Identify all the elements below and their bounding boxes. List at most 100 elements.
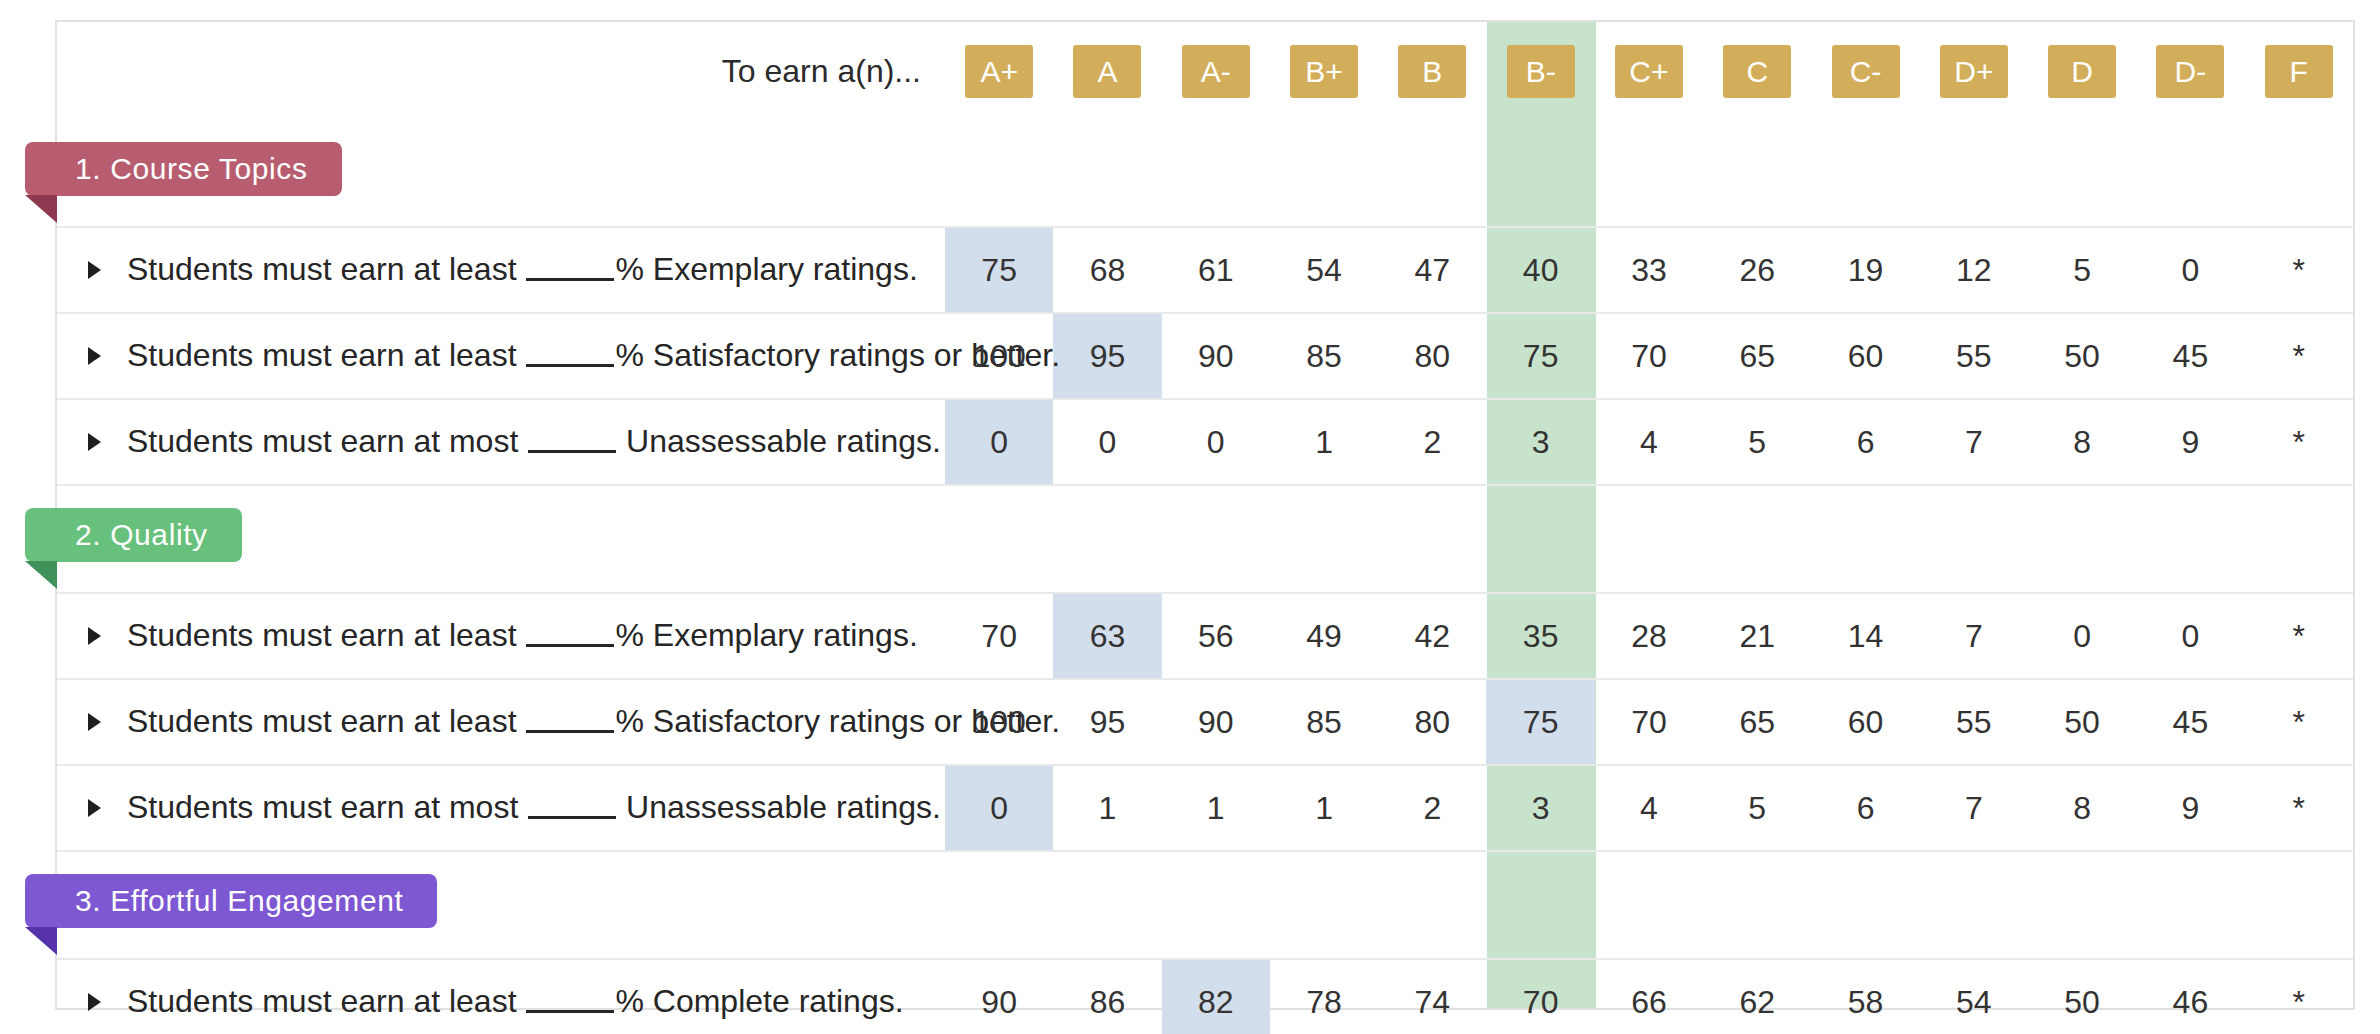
grade-badge-a-minus[interactable]: A- (1182, 45, 1250, 98)
grade-threshold-cell[interactable]: 7 (1920, 399, 2028, 485)
grade-threshold-cell[interactable]: 70 (1486, 959, 1594, 1034)
grade-threshold-cell[interactable]: 80 (1378, 679, 1486, 765)
grade-threshold-cell[interactable]: 6 (1811, 765, 1919, 851)
grade-threshold-cell[interactable]: 7 (1920, 593, 2028, 679)
grade-badge-c-minus[interactable]: C- (1832, 45, 1900, 98)
expand-caret-icon[interactable] (88, 433, 101, 451)
star-cell[interactable]: * (2245, 765, 2353, 851)
grade-threshold-cell[interactable]: 60 (1811, 679, 1919, 765)
star-cell[interactable]: * (2245, 399, 2353, 485)
expand-caret-icon[interactable] (88, 993, 101, 1011)
grade-threshold-cell[interactable]: 46 (2136, 959, 2244, 1034)
grade-threshold-cell[interactable]: 3 (1486, 399, 1594, 485)
grade-threshold-cell[interactable]: 54 (1270, 227, 1378, 313)
grade-threshold-cell[interactable]: 56 (1162, 593, 1270, 679)
grade-threshold-cell[interactable]: 7 (1920, 765, 2028, 851)
grade-threshold-cell[interactable]: 0 (945, 765, 1053, 851)
grade-threshold-cell[interactable]: 95 (1053, 313, 1161, 399)
grade-threshold-cell[interactable]: 70 (1595, 679, 1703, 765)
grade-threshold-cell[interactable]: 58 (1811, 959, 1919, 1034)
star-cell[interactable]: * (2245, 593, 2353, 679)
grade-threshold-cell[interactable]: 47 (1378, 227, 1486, 313)
grade-badge-d-minusplus[interactable]: D+ (1940, 45, 2008, 98)
grade-threshold-cell[interactable]: 78 (1270, 959, 1378, 1034)
grade-threshold-cell[interactable]: 68 (1053, 227, 1161, 313)
star-cell[interactable]: * (2245, 227, 2353, 313)
grade-threshold-cell[interactable]: 19 (1811, 227, 1919, 313)
expand-caret-icon[interactable] (88, 627, 101, 645)
grade-threshold-cell[interactable]: 3 (1486, 765, 1594, 851)
grade-threshold-cell[interactable]: 5 (2028, 227, 2136, 313)
expand-caret-icon[interactable] (88, 347, 101, 365)
grade-badge-f[interactable]: F (2265, 45, 2333, 98)
grade-badge-c-minusplus[interactable]: C+ (1615, 45, 1683, 98)
grade-threshold-cell[interactable]: 61 (1162, 227, 1270, 313)
grade-badge-b-minus[interactable]: B- (1507, 45, 1575, 98)
grade-threshold-cell[interactable]: 21 (1703, 593, 1811, 679)
grade-threshold-cell[interactable]: 85 (1270, 313, 1378, 399)
grade-badge-a[interactable]: A (1073, 45, 1141, 98)
grade-threshold-cell[interactable]: 0 (2136, 227, 2244, 313)
grade-badge-b[interactable]: B (1398, 45, 1466, 98)
grade-threshold-cell[interactable]: 70 (945, 593, 1053, 679)
grade-threshold-cell[interactable]: 40 (1486, 227, 1594, 313)
grade-threshold-cell[interactable]: 1 (1270, 399, 1378, 485)
expand-caret-icon[interactable] (88, 713, 101, 731)
grade-threshold-cell[interactable]: 74 (1378, 959, 1486, 1034)
grade-threshold-cell[interactable]: 65 (1703, 679, 1811, 765)
grade-threshold-cell[interactable]: 4 (1595, 765, 1703, 851)
grade-threshold-cell[interactable]: 26 (1703, 227, 1811, 313)
grade-threshold-cell[interactable]: 50 (2028, 679, 2136, 765)
grade-threshold-cell[interactable]: 28 (1595, 593, 1703, 679)
grade-threshold-cell[interactable]: 63 (1053, 593, 1161, 679)
grade-threshold-cell[interactable]: 0 (945, 399, 1053, 485)
grade-badge-c[interactable]: C (1723, 45, 1791, 98)
grade-threshold-cell[interactable]: 8 (2028, 765, 2136, 851)
grade-threshold-cell[interactable]: 9 (2136, 765, 2244, 851)
grade-threshold-cell[interactable]: 1 (1270, 765, 1378, 851)
grade-threshold-cell[interactable]: 54 (1920, 959, 2028, 1034)
grade-badge-d[interactable]: D (2048, 45, 2116, 98)
grade-threshold-cell[interactable]: 90 (945, 959, 1053, 1034)
grade-threshold-cell[interactable]: 75 (1486, 679, 1594, 765)
grade-threshold-cell[interactable]: 82 (1162, 959, 1270, 1034)
grade-threshold-cell[interactable]: 0 (1053, 399, 1161, 485)
grade-threshold-cell[interactable]: 50 (2028, 313, 2136, 399)
grade-threshold-cell[interactable]: 42 (1378, 593, 1486, 679)
grade-threshold-cell[interactable]: 70 (1595, 313, 1703, 399)
grade-threshold-cell[interactable]: 95 (1053, 679, 1161, 765)
grade-threshold-cell[interactable]: 62 (1703, 959, 1811, 1034)
grade-threshold-cell[interactable]: 8 (2028, 399, 2136, 485)
grade-threshold-cell[interactable]: 49 (1270, 593, 1378, 679)
grade-threshold-cell[interactable]: 85 (1270, 679, 1378, 765)
star-cell[interactable]: * (2245, 679, 2353, 765)
grade-threshold-cell[interactable]: 45 (2136, 679, 2244, 765)
grade-threshold-cell[interactable]: 50 (2028, 959, 2136, 1034)
grade-threshold-cell[interactable]: 55 (1920, 313, 2028, 399)
grade-threshold-cell[interactable]: 14 (1811, 593, 1919, 679)
grade-threshold-cell[interactable]: 75 (1486, 313, 1594, 399)
grade-threshold-cell[interactable]: 12 (1920, 227, 2028, 313)
grade-threshold-cell[interactable]: 1 (1162, 765, 1270, 851)
grade-threshold-cell[interactable]: 65 (1703, 313, 1811, 399)
expand-caret-icon[interactable] (88, 261, 101, 279)
grade-threshold-cell[interactable]: 0 (2028, 593, 2136, 679)
grade-threshold-cell[interactable]: 60 (1811, 313, 1919, 399)
grade-threshold-cell[interactable]: 45 (2136, 313, 2244, 399)
grade-threshold-cell[interactable]: 35 (1486, 593, 1594, 679)
grade-badge-a-minusplus[interactable]: A+ (965, 45, 1033, 98)
grade-threshold-cell[interactable]: 4 (1595, 399, 1703, 485)
grade-threshold-cell[interactable]: 33 (1595, 227, 1703, 313)
grade-threshold-cell[interactable]: 86 (1053, 959, 1161, 1034)
grade-threshold-cell[interactable]: 75 (945, 227, 1053, 313)
expand-caret-icon[interactable] (88, 799, 101, 817)
grade-badge-b-minusplus[interactable]: B+ (1290, 45, 1358, 98)
grade-threshold-cell[interactable]: 80 (1378, 313, 1486, 399)
grade-threshold-cell[interactable]: 0 (1162, 399, 1270, 485)
grade-threshold-cell[interactable]: 6 (1811, 399, 1919, 485)
grade-badge-d-minus[interactable]: D- (2156, 45, 2224, 98)
grade-threshold-cell[interactable]: 90 (1162, 679, 1270, 765)
grade-threshold-cell[interactable]: 9 (2136, 399, 2244, 485)
grade-threshold-cell[interactable]: 66 (1595, 959, 1703, 1034)
grade-threshold-cell[interactable]: 0 (2136, 593, 2244, 679)
